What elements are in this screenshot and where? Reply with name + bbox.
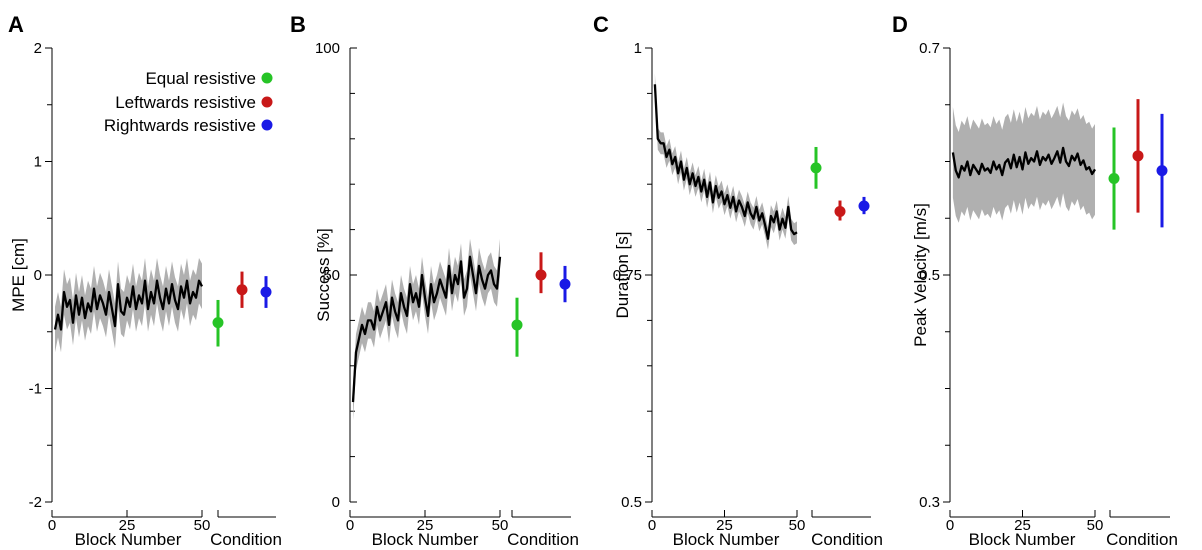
legend-marker — [261, 119, 273, 131]
panel-letter: A — [8, 12, 24, 37]
legend-label-equal-resistive: Equal resistive — [145, 69, 256, 88]
y-tick-label: -1 — [29, 381, 42, 398]
x-tick-label: 50 — [1087, 517, 1104, 534]
condition-mean-point — [212, 317, 224, 329]
y-tick-label: 2 — [34, 40, 42, 57]
y-axis-title: MPE [cm] — [9, 238, 28, 312]
condition-mean-point — [1132, 150, 1144, 162]
condition-mean-point — [858, 200, 870, 212]
x-axis-title: Block Number — [673, 530, 780, 549]
legend-marker — [261, 96, 273, 108]
y-tick-label: 50 — [323, 267, 340, 284]
y-axis-title: Success [%] — [314, 228, 333, 322]
y-axis-title: Peak Velocity [m/s] — [911, 203, 930, 347]
x-tick-label: 50 — [492, 517, 509, 534]
x-axis-title: Block Number — [75, 530, 182, 549]
y-tick-label: 0.75 — [613, 267, 642, 284]
mean-line — [53, 279, 204, 331]
y-tick-label: 100 — [315, 40, 340, 57]
x-tick-label: 0 — [48, 517, 56, 534]
y-tick-label: -2 — [29, 494, 42, 511]
mean-line — [951, 146, 1096, 179]
y-tick-label: 0.5 — [919, 267, 940, 284]
condition-axis-title: Condition — [507, 530, 579, 549]
x-tick-label: 25 — [417, 517, 434, 534]
mean-line — [351, 255, 502, 403]
panel-letter: B — [290, 12, 306, 37]
y-axis-title: Duration [s] — [613, 232, 632, 319]
y-tick-label: 0.3 — [919, 494, 940, 511]
panel-c: C Duration [s] Block Number Condition 0.… — [593, 12, 883, 549]
sd-band — [654, 73, 797, 250]
panel-b: B Success [%] Block Number Condition 0 50… — [290, 12, 579, 549]
x-tick-label: 25 — [1014, 517, 1031, 534]
x-tick-label: 50 — [194, 517, 211, 534]
x-axis-title: Block Number — [969, 530, 1076, 549]
x-tick-label: 50 — [789, 517, 806, 534]
condition-axis-title: Condition — [811, 530, 883, 549]
condition-mean-point — [1156, 165, 1168, 177]
condition-mean-point — [236, 284, 248, 296]
y-tick-label: 1 — [34, 154, 42, 171]
condition-mean-point — [511, 319, 523, 331]
x-tick-label: 25 — [119, 517, 136, 534]
panel-d: D Peak Velocity [m/s] Block Number Condi… — [892, 12, 1178, 549]
condition-mean-point — [260, 286, 272, 298]
x-tick-label: 0 — [648, 517, 656, 534]
legend: Equal resistive Leftwards resistive Righ… — [104, 69, 273, 135]
condition-axis-title: Condition — [1106, 530, 1178, 549]
condition-mean-point — [834, 205, 846, 217]
y-tick-label: 0 — [332, 494, 340, 511]
legend-marker — [261, 72, 273, 84]
panel-a: A MPE [cm] Block Number Condition -2 -1 0 1… — [8, 12, 282, 549]
y-tick-label: 1 — [634, 40, 642, 57]
condition-mean-point — [535, 269, 547, 281]
condition-axis-title: Condition — [210, 530, 282, 549]
condition-mean-point — [559, 278, 571, 290]
panel-letter: C — [593, 12, 609, 37]
y-tick-label: 0 — [34, 267, 42, 284]
x-axis-title: Block Number — [372, 530, 479, 549]
x-tick-label: 0 — [946, 517, 954, 534]
mean-line — [653, 84, 798, 240]
panel-letter: D — [892, 12, 908, 37]
x-tick-label: 0 — [346, 517, 354, 534]
condition-mean-point — [1108, 173, 1120, 185]
legend-label-leftwards-resistive: Leftwards resistive — [115, 93, 256, 112]
legend-label-rightwards-resistive: Rightwards resistive — [104, 116, 256, 135]
y-tick-label: 0.7 — [919, 40, 940, 57]
x-tick-label: 25 — [716, 517, 733, 534]
condition-mean-point — [810, 162, 822, 174]
y-tick-label: 0.5 — [621, 494, 642, 511]
